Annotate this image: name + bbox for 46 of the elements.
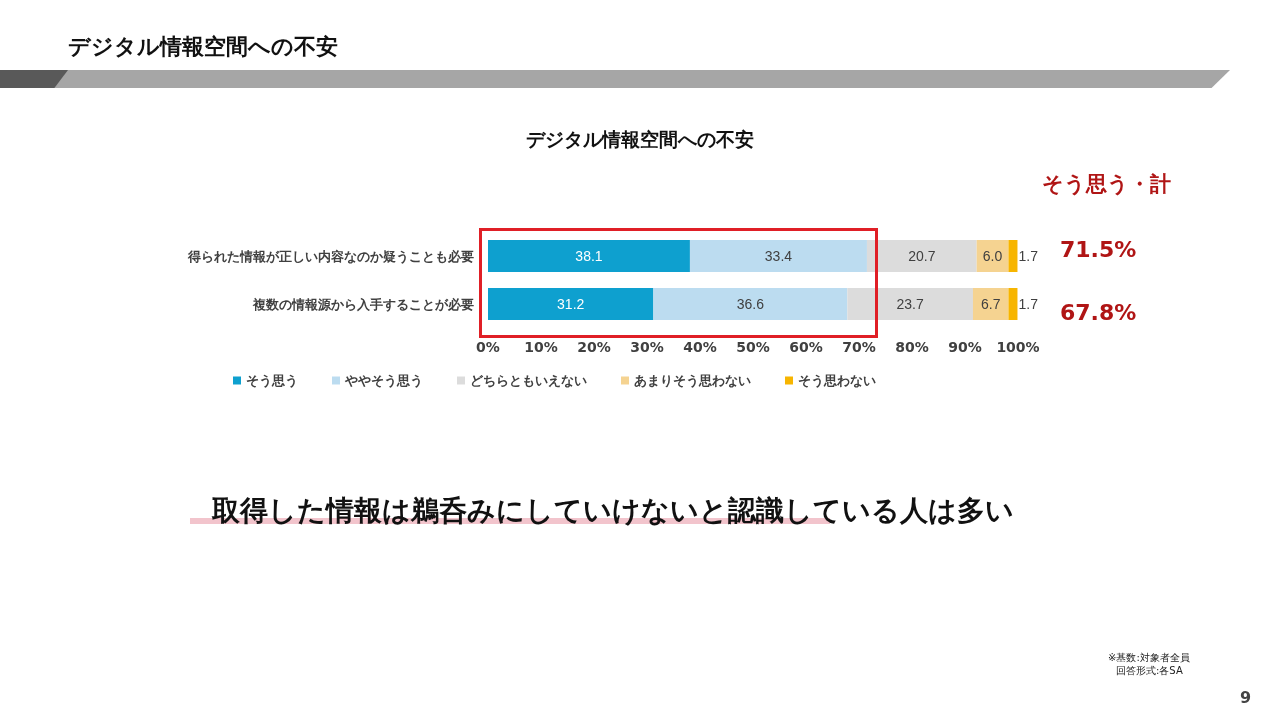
text: デジタル情報空間への不安	[68, 33, 338, 61]
data-label: 33.4	[764, 248, 793, 264]
bar	[689, 240, 867, 272]
bar	[1008, 240, 1018, 272]
bar	[972, 288, 1009, 320]
x-tick-label: 50%	[736, 339, 770, 355]
data-label: 1.7	[1018, 296, 1039, 312]
data-label: 31.2	[557, 296, 585, 312]
x-tick-label: 10%	[524, 339, 558, 355]
x-tick-label: 0%	[476, 339, 500, 355]
legend-label: どちらともいえない	[470, 373, 587, 388]
bar	[847, 288, 973, 320]
x-tick-label: 70%	[842, 339, 876, 355]
legend-label: ややそう思う	[344, 373, 423, 388]
legend-label: あまりそう思わない	[634, 373, 751, 388]
text: 取得した情報は鵜呑みにしていけないと認識している人は多い	[212, 493, 1014, 529]
x-tick-label: 90%	[948, 339, 982, 355]
legend-label: そう思う	[246, 373, 298, 388]
bar	[1008, 288, 1018, 320]
data-label: 6.7	[980, 296, 1001, 312]
bar	[866, 240, 977, 272]
bar	[488, 288, 654, 320]
text: そう思う・計	[1042, 171, 1171, 198]
y-tick-label: 得られた情報が正しい内容なのか疑うことも必要	[187, 248, 474, 264]
data-label: 1.7	[1018, 248, 1039, 264]
x-tick-label: 20%	[577, 339, 611, 355]
text: ※基数:対象者全員	[1108, 651, 1190, 665]
bar	[653, 288, 848, 320]
x-tick-label: 100%	[996, 339, 1040, 355]
data-label: 6.0	[982, 248, 1003, 264]
bar	[488, 240, 690, 272]
data-label: 36.6	[736, 296, 765, 312]
data-label: 23.7	[896, 296, 924, 312]
y-tick-label: 複数の情報源から入手することが必要	[252, 296, 474, 312]
text: 回答形式:各SA	[1116, 664, 1183, 678]
text: 71.5%	[1060, 237, 1137, 262]
data-label: 20.7	[908, 248, 936, 264]
text: 9	[1240, 688, 1252, 707]
chart-title: デジタル情報空間への不安	[526, 127, 754, 150]
x-tick-label: 80%	[895, 339, 929, 355]
legend-label: そう思わない	[798, 373, 876, 388]
data-label: 38.1	[575, 248, 603, 264]
x-tick-label: 30%	[630, 339, 664, 355]
x-tick-label: 60%	[789, 339, 823, 355]
x-tick-label: 40%	[683, 339, 717, 355]
text: 67.8%	[1060, 300, 1137, 325]
